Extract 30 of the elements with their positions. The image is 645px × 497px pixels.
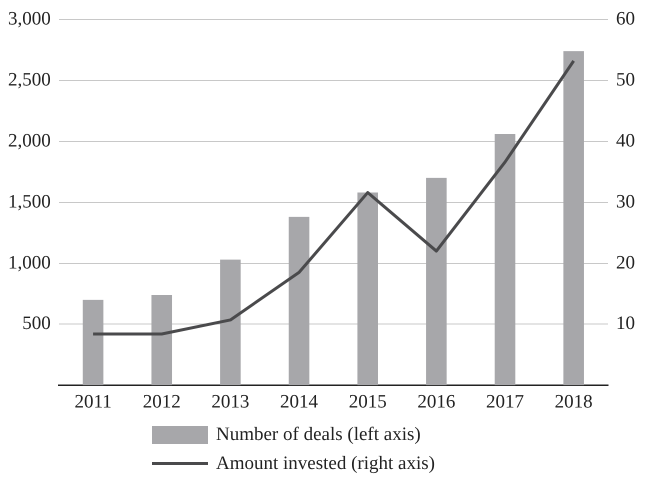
y2-tick-label: 40 bbox=[616, 130, 635, 152]
bar bbox=[288, 216, 310, 386]
x-tick-label: 2015 bbox=[348, 392, 387, 413]
legend-label: Amount invested (right axis) bbox=[216, 452, 435, 474]
y-tick-label: 2,000 bbox=[8, 130, 51, 152]
y-tick-label: 1,000 bbox=[8, 252, 51, 274]
x-tick-label: 2012 bbox=[142, 392, 181, 413]
x-tick-label: 2018 bbox=[554, 392, 593, 413]
x-tick-label: 2016 bbox=[417, 392, 456, 413]
bar bbox=[563, 51, 584, 386]
y2-tick-label: 60 bbox=[616, 8, 635, 30]
x-tick-label: 2011 bbox=[74, 392, 112, 413]
bar bbox=[82, 300, 104, 386]
bar bbox=[357, 192, 378, 386]
x-tick-label: 2013 bbox=[211, 392, 250, 413]
y-tick-label: 2,500 bbox=[8, 69, 51, 90]
x-tick-label: 2014 bbox=[280, 392, 319, 413]
y-tick-label: 3,000 bbox=[8, 8, 51, 30]
bar bbox=[151, 294, 172, 386]
y2-tick-label: 30 bbox=[616, 191, 635, 212]
y2-tick-label: 10 bbox=[616, 313, 635, 334]
x-tick-label: 2017 bbox=[486, 392, 524, 413]
y2-tick-label: 50 bbox=[616, 69, 635, 90]
legend-label: Number of deals (left axis) bbox=[216, 424, 421, 446]
bar bbox=[426, 178, 447, 386]
bar bbox=[494, 134, 516, 386]
y2-tick-label: 20 bbox=[616, 252, 635, 274]
y-tick-label: 1,500 bbox=[8, 191, 51, 212]
y-tick-label: 500 bbox=[22, 313, 51, 334]
bar bbox=[220, 260, 241, 386]
